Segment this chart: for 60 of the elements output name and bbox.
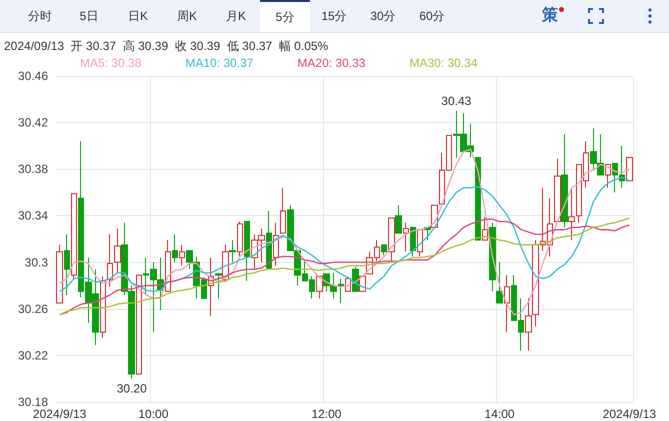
y-tick-label: 30.22 (18, 348, 48, 362)
candlestick (172, 234, 178, 263)
candlestick (525, 298, 532, 352)
candlestick (64, 234, 70, 296)
y-tick-label: 30.42 (18, 116, 48, 130)
text: 月K (224, 8, 247, 25)
candlestick (71, 193, 77, 280)
candlestick (114, 228, 121, 274)
candlestick (388, 218, 395, 263)
text: 分时 (27, 8, 53, 25)
x-tick-label: 2024/9/13 (32, 407, 87, 421)
annotation: 30.20 (116, 382, 148, 396)
candlestick (107, 234, 113, 288)
y-tick-label: 30.34 (18, 208, 48, 223)
candlestick (554, 158, 561, 222)
candlestick (626, 157, 633, 182)
y-tick-label: 30.46 (18, 69, 48, 83)
candlestick (381, 244, 387, 256)
text: 15分 (320, 8, 348, 25)
line-series (58, 148, 630, 316)
candlestick (395, 204, 402, 234)
y-tick-label: 30.18 (18, 395, 48, 409)
candlestick (229, 240, 236, 263)
annotation: 30.43 (441, 94, 472, 108)
text: 日K (126, 8, 149, 25)
y-tick-label: 30.26 (18, 302, 48, 316)
candlestick (403, 222, 409, 252)
x-tick-label: 12:00 (311, 407, 342, 421)
text: MA10: 30.37 (185, 56, 254, 70)
candlestick (316, 276, 323, 299)
x-tick-label: 2024/9/13 (602, 407, 656, 421)
text: 30分 (369, 8, 397, 25)
candlestick (56, 244, 63, 304)
candlestick (100, 276, 106, 338)
candlestick (496, 262, 503, 304)
candlestick (482, 216, 488, 241)
text: MA20: 30.33 (297, 56, 366, 70)
x-tick-label: 10:00 (138, 407, 169, 421)
candlestick (280, 187, 286, 234)
text: 5日 (78, 8, 100, 25)
text: 60分 (418, 8, 446, 25)
candlestick (136, 274, 142, 375)
candlestick (215, 272, 222, 299)
x-tick-label: 14:00 (484, 407, 515, 421)
candlestick (179, 244, 185, 266)
text: MA30: 30.34 (409, 56, 478, 70)
text: 2024/09/13 开 30.37 高 30.39 收 30.39 低 30.37 幅 0.05% (4, 38, 328, 55)
text: 周K (176, 8, 198, 25)
candlestick (504, 274, 510, 333)
y-tick-label: 30.38 (18, 162, 48, 176)
text: 策 (541, 6, 559, 26)
line-series (58, 176, 630, 292)
candlestick (568, 187, 575, 241)
candlestick (237, 221, 243, 257)
candlestick (561, 134, 568, 228)
text: 5分 (260, 0, 310, 32)
candlestick (410, 226, 416, 257)
y-tick-label: 30.3 (24, 255, 48, 270)
candlestick (244, 221, 250, 282)
text: MA5: 30.38 (80, 56, 142, 70)
